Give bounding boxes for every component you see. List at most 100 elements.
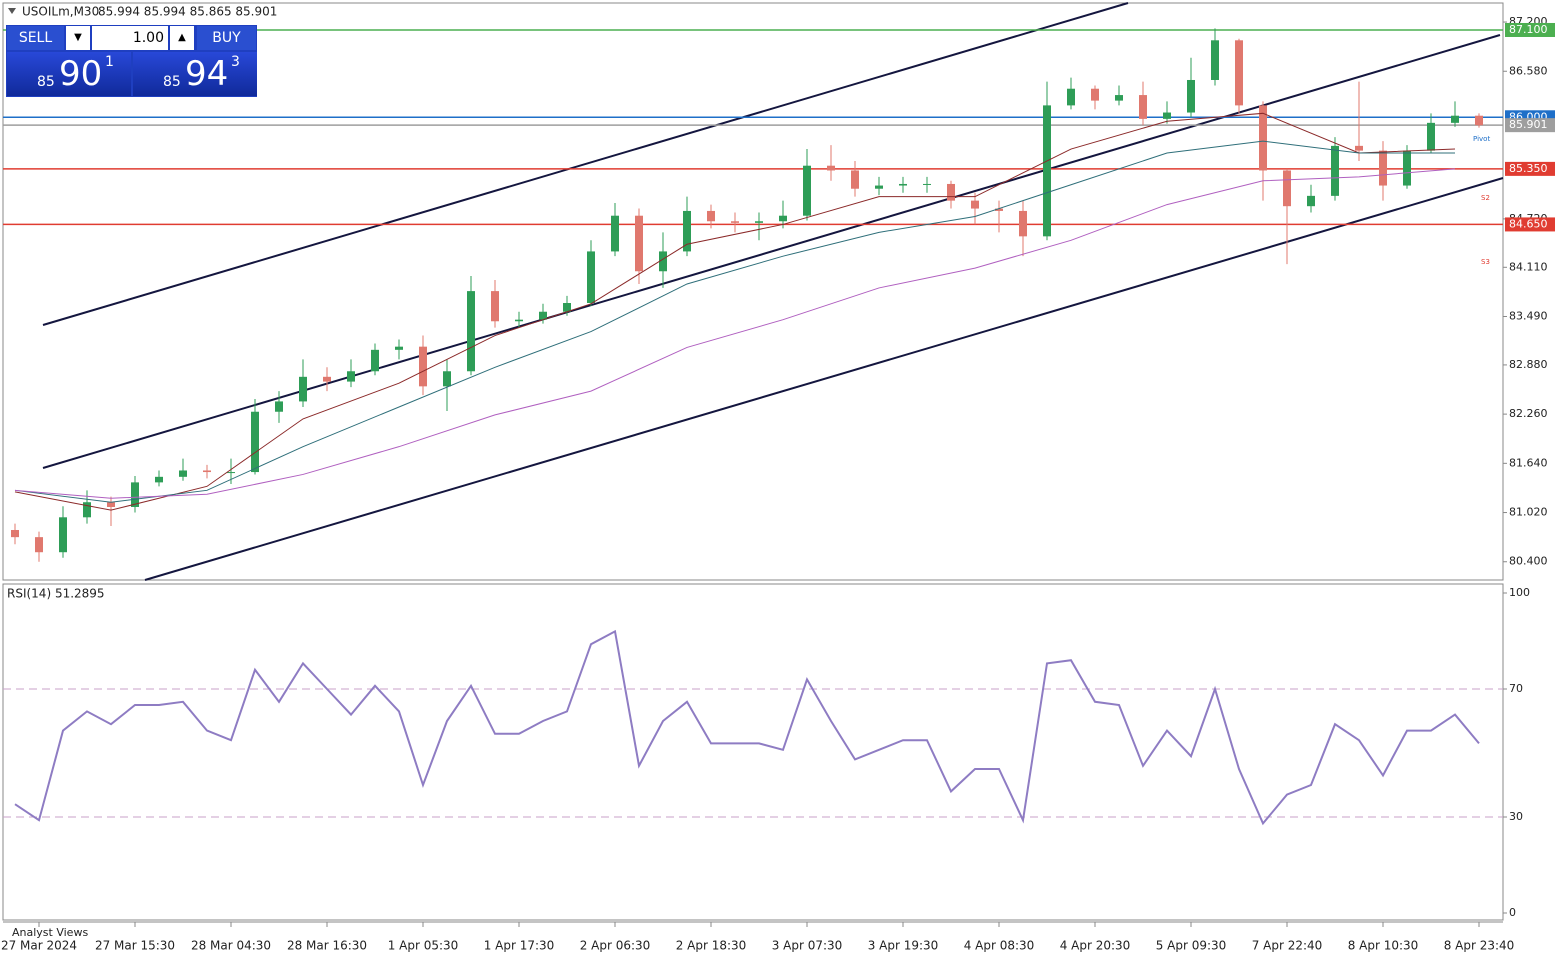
sell-button[interactable]: SELL (7, 26, 64, 50)
x-tick-label: 4 Apr 20:30 (1060, 939, 1131, 953)
candle-body (443, 371, 451, 387)
y-tick-label: 80.400 (1509, 555, 1548, 568)
x-tick-label: 28 Mar 04:30 (191, 939, 271, 953)
candle-body (899, 183, 907, 186)
candle-body (803, 165, 811, 216)
candle-body (659, 251, 667, 272)
y-tick-label: 81.020 (1509, 506, 1548, 519)
volume-input[interactable]: 1.00 (92, 26, 168, 50)
y-tick-label: 70 (1509, 682, 1523, 695)
x-tick-label: 2 Apr 06:30 (580, 939, 651, 953)
y-tick-label: 30 (1509, 810, 1523, 823)
candle-body (875, 185, 883, 189)
level-label: 84.650 (1509, 217, 1548, 230)
candle-body (995, 208, 1003, 211)
plot-layer: 87.20086.58084.72084.11083.49082.88082.2… (1, 15, 1555, 953)
candle-body (707, 210, 715, 222)
volume-down[interactable]: ▼ (66, 26, 90, 50)
x-tick-label: 28 Mar 16:30 (287, 939, 367, 953)
level-tag (1505, 161, 1555, 176)
level-tag (1505, 22, 1555, 37)
candle-body (107, 502, 115, 507)
candle-body (299, 376, 307, 402)
rsi-line (14, 629, 1480, 826)
candle-body (731, 221, 739, 223)
candle-body (1259, 105, 1267, 171)
level-label: 85.901 (1509, 118, 1548, 131)
price-main: 94 (185, 54, 229, 94)
candle-body (1091, 88, 1099, 101)
channel-upper (42, 2, 1129, 326)
x-tick-label: 1 Apr 05:30 (388, 939, 459, 953)
candle-body (203, 470, 211, 473)
y-tick-label: 81.640 (1509, 456, 1548, 469)
symbol: USOILm,M30 (22, 5, 99, 19)
candle-body (251, 411, 259, 473)
candle-body (275, 401, 283, 412)
candle-body (83, 502, 91, 518)
y-tick-label: 84.110 (1509, 260, 1548, 273)
rsi-title: RSI(14) 51.2895 (7, 587, 105, 601)
level-tag (1505, 118, 1555, 133)
x-tick-label: 4 Apr 08:30 (964, 939, 1035, 953)
symbol-icon (8, 8, 16, 14)
price-pane (2, 2, 1504, 581)
candle-body (539, 311, 547, 320)
buy-price[interactable]: 85 94 3 (133, 52, 257, 96)
candle-body (467, 291, 475, 372)
x-tick-label: 7 Apr 22:40 (1252, 939, 1323, 953)
candle-body (683, 210, 691, 252)
buy-button[interactable]: BUY (197, 26, 256, 50)
price-big: 85 (37, 74, 55, 90)
pivot-label: Pivot (1473, 135, 1490, 143)
rsi-pane (2, 583, 1504, 921)
candle-body (395, 346, 403, 350)
price-small: 1 (105, 54, 114, 70)
candle-body (515, 319, 523, 322)
candle-body (155, 476, 163, 483)
candle-body (1355, 145, 1363, 151)
level-tag (1505, 217, 1555, 232)
candle-body (971, 200, 979, 209)
x-tick-label: 3 Apr 07:30 (772, 939, 843, 953)
quote: 85.994 85.994 85.865 85.901 (98, 5, 277, 19)
candle-body (1163, 112, 1171, 119)
moving-average (14, 112, 1456, 511)
candle-body (179, 470, 187, 477)
x-tick-label: 1 Apr 17:30 (484, 939, 555, 953)
sell-price[interactable]: 85 90 1 (7, 52, 131, 96)
candle-body (323, 376, 331, 382)
x-tick-label: 3 Apr 19:30 (868, 939, 939, 953)
candle-body (1427, 122, 1435, 151)
x-tick-label: 27 Mar 2024 (1, 939, 77, 953)
candle-body (1139, 95, 1147, 119)
price-main: 90 (59, 54, 103, 94)
candle-body (11, 529, 19, 538)
candle-body (1187, 79, 1195, 113)
candle-body (923, 183, 931, 185)
candle-body (1451, 115, 1459, 123)
candle-body (1379, 150, 1387, 186)
candle-body (371, 349, 379, 372)
y-tick-label: 83.490 (1509, 310, 1548, 323)
candle-body (635, 215, 643, 272)
level-label: 85.350 (1509, 162, 1548, 175)
candle-body (947, 183, 955, 201)
volume-up[interactable]: ▲ (170, 26, 194, 50)
candle-body (1475, 115, 1483, 126)
candle-body (1331, 145, 1339, 196)
x-tick-label: 27 Mar 15:30 (95, 939, 175, 953)
pivot-label: S3 (1481, 258, 1490, 266)
candle-body (851, 170, 859, 189)
x-tick-label: 2 Apr 18:30 (676, 939, 747, 953)
candle-body (563, 303, 571, 312)
candle-body (131, 482, 139, 507)
level-label: 87.100 (1509, 23, 1548, 36)
candle-body (1067, 88, 1075, 106)
candle-body (1211, 40, 1219, 80)
candle-body (419, 346, 427, 387)
candle-body (35, 537, 43, 553)
candle-body (491, 291, 499, 322)
